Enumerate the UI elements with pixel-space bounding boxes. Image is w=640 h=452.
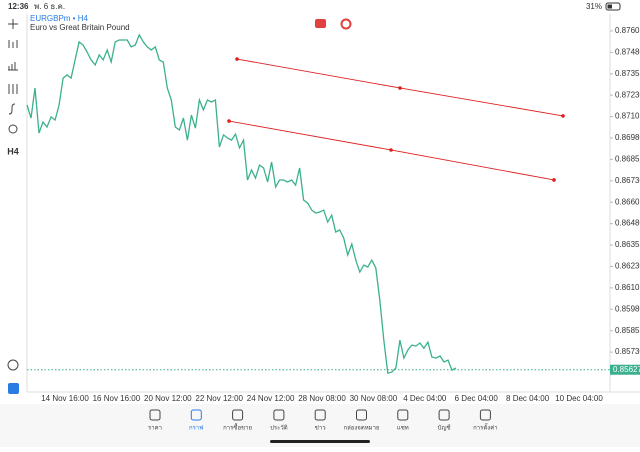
x-tick-label: 8 Dec 04:00 [506,394,550,403]
y-tick-label: 0.86855 [615,155,640,164]
nav-icon[interactable] [438,409,450,421]
trend-point[interactable] [398,86,402,90]
battery-icon [605,2,621,11]
nav-label[interactable]: ข่าว [315,425,326,432]
trade-button[interactable] [8,383,19,394]
home-indicator [270,440,370,443]
trend-point[interactable] [389,148,393,152]
nav-icon[interactable] [397,409,409,421]
x-tick-label: 30 Nov 08:00 [350,394,398,403]
nav-bar [0,404,640,447]
x-tick-label: 20 Nov 12:00 [144,394,192,403]
function-tool[interactable] [8,103,16,115]
y-tick-label: 0.86105 [615,283,640,292]
y-tick-label: 0.87355 [615,69,640,78]
y-tick-label: 0.86605 [615,197,640,206]
crosshair-tool[interactable] [8,19,18,29]
symbol[interactable]: EURGBPm • H4 [30,14,88,23]
x-tick-label: 4 Dec 04:00 [403,394,447,403]
trend-point[interactable] [235,57,239,61]
y-tick-label: 0.87605 [615,26,640,35]
timeframe[interactable]: H4 [7,146,19,156]
x-tick-label: 14 Nov 16:00 [41,394,89,403]
nav-label[interactable]: กล่องจดหมาย [343,425,379,432]
indicators-tool[interactable] [8,84,18,94]
nav-icon[interactable] [479,409,491,421]
time: 12:36 [8,2,29,11]
nav-label[interactable]: แชท [397,425,409,432]
nav-label[interactable]: การซื้อขาย [223,422,252,432]
nav-icon[interactable] [232,409,244,421]
current-price-box [610,364,640,375]
nav-icon[interactable] [314,409,326,421]
trend-point[interactable] [552,178,556,182]
nav-icon[interactable] [149,409,161,421]
nav-icon[interactable] [273,409,285,421]
battery-level [607,4,612,9]
y-tick-label: 0.85730 [615,347,640,356]
objects-tool[interactable] [8,124,18,134]
trend-point[interactable] [227,119,231,123]
indicator-icon[interactable] [340,18,352,30]
price-line [26,33,457,375]
x-tick-label: 28 Nov 08:00 [298,394,346,403]
current-price-label: 0.85627 [613,365,640,374]
y-tick-label: 0.86355 [615,240,640,249]
chart-type-tool[interactable] [8,40,18,48]
x-tick-label: 16 Nov 16:00 [93,394,141,403]
nav-icon[interactable] [356,409,367,421]
x-tick-label: 24 Nov 12:00 [247,394,295,403]
zoom-tool[interactable] [7,359,19,371]
x-tick-label: 22 Nov 12:00 [195,394,243,403]
battery: 31% [586,2,602,11]
x-tick-label: 6 Dec 04:00 [455,394,499,403]
nav-label[interactable]: ประวัติ [270,425,288,432]
nav-label[interactable]: การตั้งค่า [473,422,497,432]
trend-point[interactable] [561,114,565,118]
description: Euro vs Great Britain Pound [30,23,130,32]
x-tick-label: 10 Dec 04:00 [555,394,603,403]
bars-tool[interactable] [8,62,18,71]
buy-sell-icon[interactable] [315,19,326,28]
nav-icon[interactable] [190,409,202,421]
y-tick-label: 0.85855 [615,326,640,335]
date: พ. 6 ธ.ค. [34,2,65,11]
nav-label[interactable]: บัญชี [438,424,451,432]
y-tick-label: 0.87105 [615,112,640,121]
toolbar-icons [7,19,19,371]
nav-label[interactable]: ราคา [148,425,162,432]
nav-label[interactable]: กราฟ [189,425,203,432]
